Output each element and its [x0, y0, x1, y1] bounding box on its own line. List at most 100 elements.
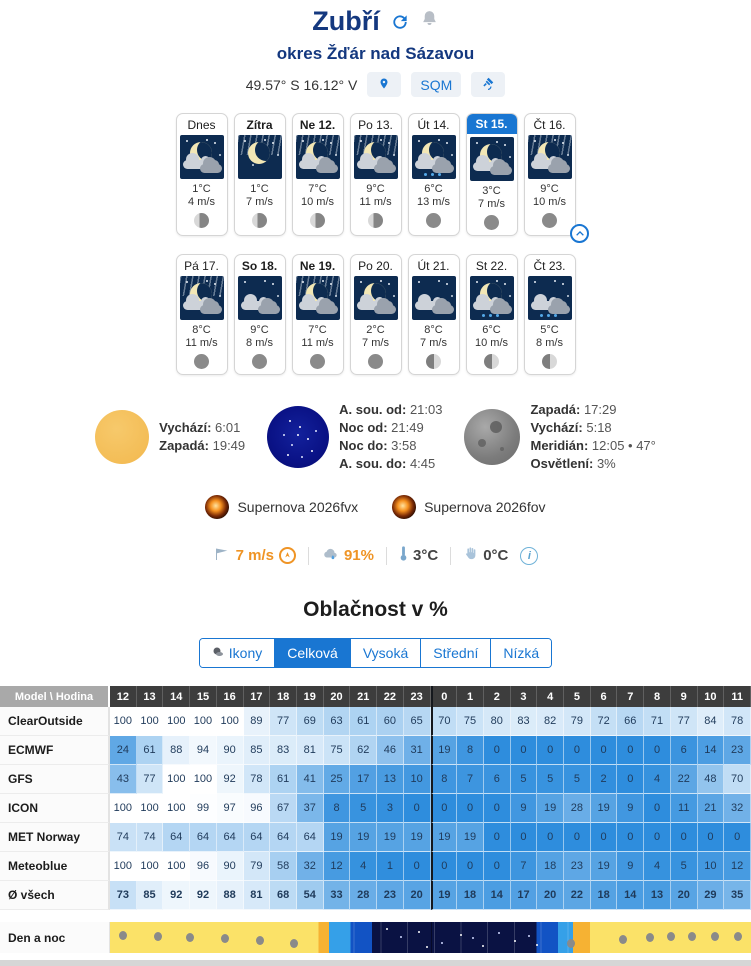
location-pin-button[interactable] — [367, 72, 402, 97]
forecast-card[interactable]: Zítra 1°C 7 m/s — [233, 113, 286, 236]
sun-position-dot — [186, 933, 195, 942]
cloud-value-cell: 13 — [644, 881, 671, 910]
cloud-value-cell: 100 — [163, 794, 191, 823]
astro-label: Zapadá: — [530, 402, 584, 417]
cloud-value-cell: 58 — [270, 852, 297, 881]
cloud-value-cell: 0 — [617, 823, 645, 852]
forecast-wind: 10 m/s — [532, 196, 566, 208]
weather-icon — [411, 276, 456, 320]
supernova-image — [205, 495, 230, 519]
cloud-value-cell: 29 — [697, 881, 725, 910]
cloud-value-cell: 46 — [377, 736, 404, 765]
bell-icon[interactable] — [420, 9, 439, 34]
refresh-icon[interactable] — [390, 12, 410, 32]
stars-decoration — [243, 140, 246, 142]
cloud-value-cell: 80 — [483, 707, 511, 736]
forecast-card[interactable]: Čt 16. 9°C 10 m/s — [523, 113, 576, 236]
hour-header: 11 — [724, 686, 751, 707]
astro-label: A. sou. do: — [339, 456, 410, 471]
weather-icon — [353, 135, 398, 179]
tab-ikony[interactable]: Ikony — [199, 639, 275, 667]
band-midnight-line — [430, 922, 432, 953]
cloud-value-cell: 0 — [564, 736, 591, 765]
forecast-card[interactable]: St 15. 3°C 7 m/s — [465, 113, 518, 236]
cloud-value-cell: 9 — [617, 794, 645, 823]
tab-střední[interactable]: Střední — [420, 639, 491, 667]
cloud-value-cell: 0 — [430, 852, 458, 881]
hour-header: 17 — [243, 686, 271, 707]
moon-phase-icon — [310, 354, 325, 369]
forecast-card[interactable]: St 22. 6°C 10 m/s — [465, 254, 518, 375]
cloud-icon — [257, 298, 280, 314]
cloud-value-cell: 10 — [697, 852, 725, 881]
cloud-value-cell: 18 — [457, 881, 484, 910]
tab-celková[interactable]: Celková — [274, 639, 350, 667]
forecast-card[interactable]: Ne 12. 7°C 10 m/s — [291, 113, 344, 236]
location-pin-icon — [378, 76, 390, 94]
cloud-value-cell: 67 — [270, 794, 297, 823]
cloud-value-cell: 23 — [564, 852, 591, 881]
day-night-band — [110, 922, 751, 953]
cloud-icon — [547, 157, 570, 173]
astro-line: Meridián: 12:05 • 47° — [530, 437, 655, 455]
forecast-wind: 10 m/s — [474, 337, 508, 349]
forecast-card[interactable]: So 18. 9°C 8 m/s — [233, 254, 286, 375]
forecast-card[interactable]: Po 20. 2°C 7 m/s — [349, 254, 402, 375]
forecast-temp: 9°C — [250, 324, 269, 336]
sun-position-dot — [220, 934, 229, 943]
cloud-value-cell: 0 — [644, 823, 671, 852]
cloud-value-cell: 61 — [136, 736, 164, 765]
moon-phase-icon — [484, 354, 499, 369]
forecast-temp: 3°C — [482, 185, 501, 197]
cloud-value-cell: 0 — [617, 765, 645, 794]
sun-icon — [95, 410, 150, 464]
weather-icon — [237, 135, 282, 179]
tabs-row: Ikony Celková Vysoká Střední Nízká — [0, 638, 751, 668]
astro-label: Vychází: — [530, 420, 587, 435]
astro-label: A. sou. od: — [339, 402, 410, 417]
satellite-button[interactable] — [471, 72, 506, 97]
forecast-card[interactable]: Pá 17. 8°C 11 m/s — [175, 254, 228, 375]
cloud-value-cell: 0 — [403, 794, 431, 823]
tab-vysoká[interactable]: Vysoká — [349, 639, 421, 667]
collapse-forecast-button[interactable] — [570, 224, 589, 243]
forecast-card[interactable]: Út 14. 6°C 13 m/s — [407, 113, 460, 236]
cloud-value-cell: 0 — [537, 823, 565, 852]
moon-icon — [464, 409, 521, 465]
supernova-link[interactable]: Supernova 2026fvx — [205, 495, 358, 519]
astro-value: 4:45 — [409, 456, 436, 471]
stars-decoration — [243, 281, 246, 283]
model-row: Ø všech 73 85 92 92 88 81 68 54 33 28 23 20 19 18 14 17 2… — [0, 881, 751, 910]
cloud-value-cell: 19 — [537, 794, 565, 823]
forecast-card[interactable]: Dnes 1°C 4 m/s — [175, 113, 228, 236]
info-icon[interactable]: i — [520, 546, 539, 565]
cloud-value-cell: 69 — [296, 707, 324, 736]
astro-label: Zapadá: — [159, 438, 213, 453]
cloud-value-cell: 24 — [110, 736, 137, 765]
cloud-value-cell: 19 — [377, 823, 404, 852]
forecast-wind: 4 m/s — [188, 196, 215, 208]
tab-label: Střední — [433, 645, 479, 661]
forecast-wind: 11 m/s — [185, 337, 218, 349]
tab-nízká[interactable]: Nízká — [490, 639, 552, 667]
cloud-value-cell: 21 — [697, 794, 725, 823]
stars-decoration — [475, 142, 478, 144]
forecast-card[interactable]: Ne 19. 7°C 11 m/s — [291, 254, 344, 375]
forecast-card[interactable]: Po 13. 9°C 11 m/s — [349, 113, 402, 236]
supernova-link[interactable]: Supernova 2026fov — [392, 495, 546, 519]
cloud-value-cell: 94 — [190, 736, 217, 765]
astro-section: Vychází: 6:01 Zapadá: 19:49 A. sou. od: 2… — [0, 401, 751, 473]
hour-header: 1 — [457, 686, 484, 707]
cloud-value-cell: 64 — [270, 823, 297, 852]
cloud-value-cell: 63 — [323, 707, 351, 736]
cloud-value-cell: 88 — [216, 881, 244, 910]
forecast-day-label: Po 13. — [358, 118, 393, 132]
cloud-value-cell: 13 — [377, 765, 404, 794]
sqm-button[interactable]: SQM — [411, 72, 462, 97]
cloud-value-cell: 32 — [724, 794, 751, 823]
cloud-value-cell: 83 — [270, 736, 297, 765]
forecast-card[interactable]: Čt 23. 5°C 8 m/s — [523, 254, 576, 375]
sun-position-dot — [119, 931, 128, 940]
forecast-card[interactable]: Út 21. 8°C 7 m/s — [407, 254, 460, 375]
cloud-value-cell: 18 — [590, 881, 618, 910]
